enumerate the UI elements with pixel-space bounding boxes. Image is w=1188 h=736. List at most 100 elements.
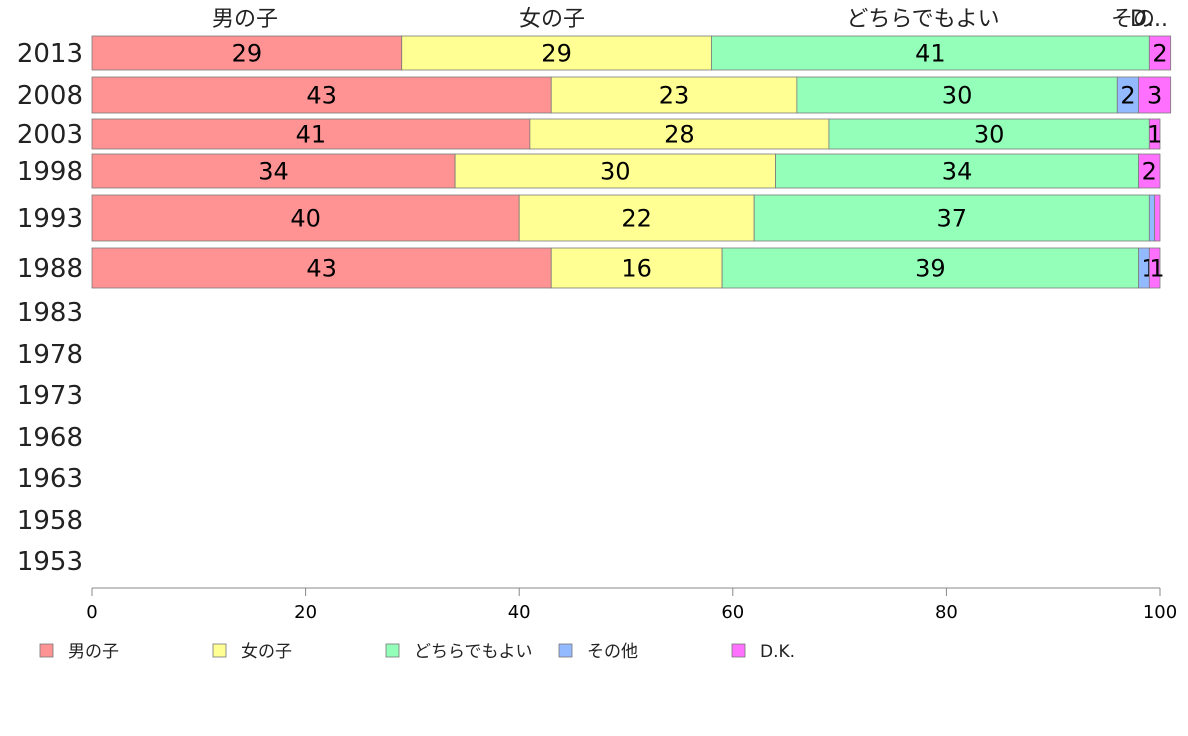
data-label: 2: [1142, 158, 1157, 186]
bar-segment: [401, 35, 712, 71]
bar-segment: [91, 76, 552, 114]
x-tick-label: 60: [721, 602, 744, 623]
bar-row: 1968: [17, 423, 83, 453]
bar-segment: [91, 35, 403, 71]
y-tick-label: 1978: [17, 340, 83, 370]
legend-swatch: [39, 643, 54, 658]
data-label: 23: [659, 82, 690, 110]
bar-segment: [91, 153, 456, 189]
x-axis: 0 20 40 60 80 100: [86, 587, 1177, 623]
x-tick-label: 100: [1143, 602, 1177, 623]
legend-label: どちらでもよい: [414, 642, 533, 662]
legend-swatch: [558, 643, 573, 658]
legend-item: 男の子: [39, 642, 119, 662]
data-label: 16: [621, 255, 652, 283]
legend-item: 女の子: [212, 642, 292, 662]
data-label: 30: [600, 158, 631, 186]
bar-segment: [529, 118, 830, 150]
y-tick-label: 1963: [17, 464, 83, 494]
legend-item: どちらでもよい: [385, 642, 533, 662]
legend-swatch: [212, 643, 227, 658]
y-tick-label: 2003: [17, 120, 83, 150]
bar-row: 2008 43 23 30 2 3: [17, 76, 1172, 114]
bar-row: 1978: [17, 340, 83, 370]
x-tick-label: 80: [935, 602, 958, 623]
data-label: 3: [1147, 82, 1162, 110]
data-label: 29: [541, 40, 572, 68]
data-label: 43: [306, 82, 337, 110]
bar-row: 1963: [17, 464, 83, 494]
x-tick-label: 40: [508, 602, 531, 623]
bar-segment: [91, 118, 531, 150]
series-top-label: 女の子: [519, 7, 585, 32]
bar-row: 2013 29 29 41 2: [17, 35, 1172, 71]
bar-segment: [1138, 153, 1161, 189]
bar-segment: [1154, 194, 1161, 242]
bar-segment: [796, 76, 1118, 114]
data-label: 34: [942, 158, 973, 186]
data-label: 1: [1149, 255, 1164, 283]
y-tick-label: 1953: [17, 547, 83, 577]
bar-row: 1953: [17, 547, 83, 577]
bar-row: 2003 41 28 30 1: [17, 118, 1162, 150]
bar-segment: [775, 153, 1140, 189]
data-label: 30: [942, 82, 973, 110]
legend-swatch: [731, 643, 746, 658]
bar-segment: [1148, 35, 1172, 71]
bar-segment: [1138, 76, 1172, 114]
y-tick-label: 1973: [17, 381, 83, 411]
bar-segment: [721, 247, 1140, 289]
y-tick-label: 1993: [17, 204, 83, 234]
bar-segment: [454, 153, 776, 189]
bar-segment: [753, 194, 1150, 242]
bar-segment: [91, 194, 520, 242]
data-label: 2: [1120, 82, 1135, 110]
bar-row: 1983: [17, 298, 83, 328]
x-tick-label: 0: [86, 602, 97, 623]
data-label: 43: [306, 255, 337, 283]
data-label: 34: [258, 158, 289, 186]
legend-item: その他: [558, 642, 638, 662]
legend-label: その他: [587, 642, 638, 662]
series-top-label: 男の子: [212, 7, 278, 32]
bar-segment: [1148, 247, 1161, 289]
data-label: 39: [915, 255, 946, 283]
y-tick-label: 1983: [17, 298, 83, 328]
y-tick-label: 2008: [17, 81, 83, 111]
legend-swatch: [385, 643, 400, 658]
data-label: 41: [915, 40, 946, 68]
y-tick-label: 1958: [17, 506, 83, 536]
series-top-label: D...: [1130, 7, 1168, 32]
y-tick-label: 2013: [17, 39, 83, 69]
bar-segment: [1148, 194, 1156, 242]
series-top-labels: 男の子 女の子 どちらでもよい そのD...: [212, 7, 1168, 32]
bar-segment: [1148, 118, 1161, 150]
bar-row: 1973: [17, 381, 83, 411]
data-label: 28: [664, 121, 695, 149]
bar-segment: [550, 76, 798, 114]
bar-row: 1993 40 22 37: [17, 194, 1161, 242]
legend-item: D.K.: [731, 642, 795, 662]
legend-label: D.K.: [760, 642, 795, 662]
legend-label: 女の子: [241, 642, 292, 662]
legend-label: 男の子: [68, 642, 119, 662]
data-label: 1: [1147, 121, 1162, 149]
data-label: 29: [232, 40, 263, 68]
series-top-label: その: [1111, 7, 1155, 32]
data-label: 41: [296, 121, 327, 149]
data-label: 40: [290, 205, 321, 233]
bar-segment: [518, 194, 755, 242]
bar-row: 1998 34 30 34 2: [17, 153, 1161, 189]
legend: 男の子 女の子 どちらでもよい その他 D.K.: [39, 642, 795, 662]
data-label: 30: [974, 121, 1005, 149]
x-tick-label: 20: [294, 602, 317, 623]
y-tick-label: 1988: [17, 254, 83, 284]
y-tick-label: 1998: [17, 157, 83, 187]
bar-segment: [711, 35, 1150, 71]
data-label: 22: [621, 205, 652, 233]
series-top-label: どちらでもよい: [846, 7, 999, 32]
data-label: 37: [936, 205, 967, 233]
bar-segment: [828, 118, 1150, 150]
